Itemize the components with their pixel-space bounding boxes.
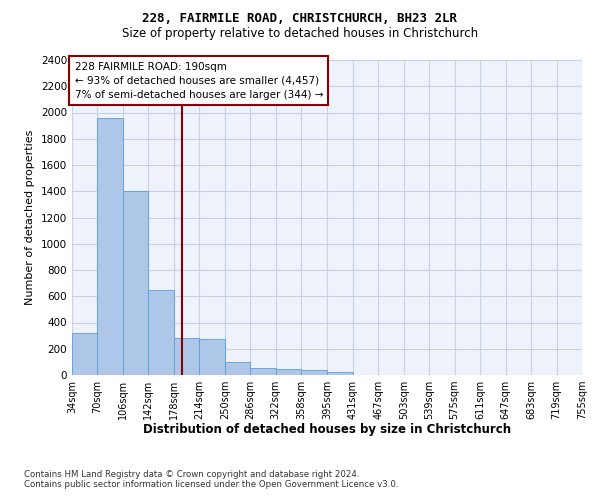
Bar xyxy=(97,118,123,375)
Text: Contains HM Land Registry data © Crown copyright and database right 2024.: Contains HM Land Registry data © Crown c… xyxy=(24,470,359,479)
Bar xyxy=(72,333,97,375)
Bar xyxy=(328,372,353,375)
Bar xyxy=(123,191,148,375)
Text: Contains public sector information licensed under the Open Government Licence v3: Contains public sector information licen… xyxy=(24,480,398,489)
Bar xyxy=(199,339,225,375)
Y-axis label: Number of detached properties: Number of detached properties xyxy=(25,130,35,305)
Text: Size of property relative to detached houses in Christchurch: Size of property relative to detached ho… xyxy=(122,28,478,40)
Bar xyxy=(250,368,276,375)
Bar xyxy=(174,338,199,375)
Bar xyxy=(225,362,250,375)
Bar xyxy=(148,290,174,375)
Bar xyxy=(301,370,326,375)
Bar xyxy=(276,369,301,375)
Text: 228 FAIRMILE ROAD: 190sqm
← 93% of detached houses are smaller (4,457)
7% of sem: 228 FAIRMILE ROAD: 190sqm ← 93% of detac… xyxy=(74,62,323,100)
Text: Distribution of detached houses by size in Christchurch: Distribution of detached houses by size … xyxy=(143,422,511,436)
Text: 228, FAIRMILE ROAD, CHRISTCHURCH, BH23 2LR: 228, FAIRMILE ROAD, CHRISTCHURCH, BH23 2… xyxy=(143,12,458,26)
